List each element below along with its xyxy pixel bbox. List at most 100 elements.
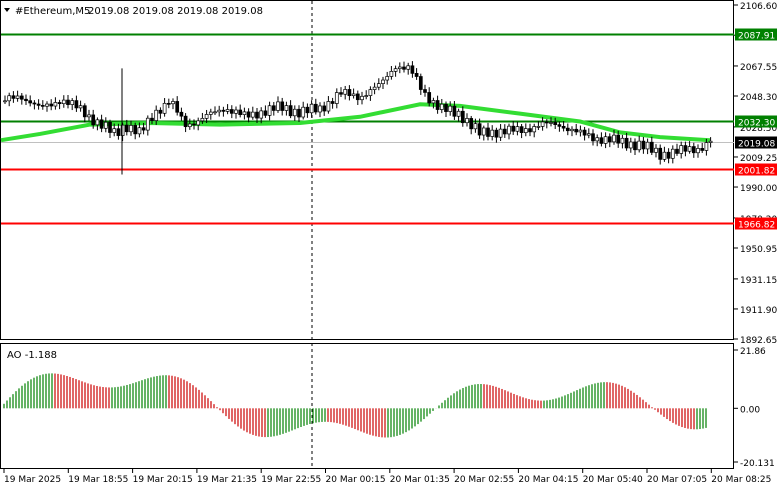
- candle-body: [179, 111, 184, 117]
- candle-body: [683, 145, 688, 152]
- candle-body: [53, 102, 58, 107]
- candle-body: [675, 148, 679, 154]
- candle-body: [292, 108, 297, 117]
- indicator-pane[interactable]: [0, 343, 734, 469]
- candle-body: [141, 127, 146, 131]
- triangle-down-icon[interactable]: [4, 8, 10, 12]
- candle-body: [376, 83, 381, 88]
- candle-body: [288, 105, 293, 117]
- candle-body: [7, 95, 12, 102]
- candle-body: [99, 119, 104, 129]
- resistance-level-high-label: 2087.91: [738, 32, 775, 42]
- candle-body: [137, 127, 142, 135]
- support-level-low-tag: [735, 163, 777, 176]
- candle-body: [616, 134, 621, 144]
- candle-body: [490, 129, 495, 137]
- candle-body: [129, 125, 133, 133]
- resistance-level-mid-tag: [735, 115, 777, 128]
- time-tick-label: 20 Mar 08:25: [711, 475, 771, 485]
- candle-body: [70, 100, 75, 105]
- candle-body: [259, 110, 264, 119]
- candle-body: [565, 127, 570, 132]
- candle-body: [326, 101, 331, 112]
- candle-body: [166, 102, 171, 105]
- time-tick-label: 20 Mar 04:15: [518, 475, 578, 485]
- time-tick-label: 20 Mar 00:15: [326, 475, 386, 485]
- price-tick-label: 1990.00: [740, 184, 777, 194]
- candle-body: [32, 102, 37, 105]
- candle-body: [339, 92, 343, 95]
- candle-body: [364, 95, 369, 97]
- candle-body: [334, 92, 339, 104]
- candle-body: [691, 146, 696, 154]
- candle-body: [250, 111, 255, 118]
- candle-body: [532, 126, 537, 133]
- candle-body: [355, 93, 360, 101]
- resistance-level-high-tag: [735, 28, 777, 41]
- candle-body: [397, 66, 402, 70]
- candle-body: [582, 129, 587, 136]
- candle-body: [343, 89, 348, 95]
- candle-body: [570, 128, 574, 132]
- candle-body: [217, 109, 222, 113]
- candle-body: [284, 105, 289, 111]
- candle-body: [150, 117, 154, 121]
- price-tick-label: 2067.55: [740, 63, 777, 73]
- candle-body: [641, 140, 646, 150]
- candles: [3, 61, 713, 175]
- candle-body: [515, 126, 520, 132]
- candle-body: [183, 115, 188, 128]
- candle-body: [704, 142, 709, 151]
- candle-body: [477, 123, 482, 136]
- candle-body: [154, 109, 159, 121]
- candle-body: [322, 105, 327, 112]
- candle-body: [49, 103, 54, 107]
- candle-body: [708, 140, 713, 143]
- ohlc-label: 2019.08 2019.08 2019.08 2019.08: [88, 6, 263, 17]
- candle-body: [553, 122, 558, 125]
- candle-body: [666, 151, 671, 159]
- price-tick-label: 1931.15: [740, 276, 777, 286]
- candle-body: [229, 109, 234, 114]
- candle-body: [271, 105, 276, 111]
- candle-body: [410, 65, 415, 74]
- candle-body: [507, 125, 511, 135]
- ao-tick-label: 21.86: [740, 347, 766, 357]
- candle-body: [435, 100, 440, 110]
- time-tick-label: 19 Mar 2025: [4, 475, 61, 485]
- ao-label: AO -1.188: [7, 350, 57, 361]
- candle-body: [523, 128, 528, 133]
- candle-body: [385, 76, 390, 81]
- candle-body: [221, 109, 226, 112]
- candle-body: [368, 89, 373, 96]
- candle-body: [612, 134, 616, 143]
- candle-body: [448, 105, 453, 112]
- price-tick-label: 2048.30: [740, 93, 777, 103]
- candle-body: [225, 109, 230, 112]
- candle-body: [133, 125, 138, 135]
- ao-tick-label: -20.131: [740, 459, 775, 469]
- candle-body: [414, 73, 419, 77]
- candle-body: [15, 95, 20, 99]
- time-tick-label: 19 Mar 21:35: [197, 475, 257, 485]
- price-tick-label: 2009.25: [740, 154, 777, 164]
- candle-body: [208, 111, 213, 115]
- candle-body: [145, 117, 150, 131]
- candle-body: [309, 103, 314, 114]
- candle-body: [360, 95, 364, 101]
- candle-body: [103, 121, 108, 129]
- candle-body: [112, 128, 117, 133]
- candle-body: [108, 121, 112, 133]
- candle-body: [687, 146, 692, 152]
- candle-body: [19, 95, 24, 100]
- candle-body: [95, 119, 100, 126]
- candle-body: [61, 99, 66, 105]
- candle-body: [280, 101, 285, 111]
- candle-body: [469, 118, 474, 130]
- candle-body: [187, 123, 192, 128]
- price-tick-label: 2028.50: [740, 124, 777, 134]
- candle-body: [658, 147, 663, 160]
- candle-body: [586, 133, 591, 136]
